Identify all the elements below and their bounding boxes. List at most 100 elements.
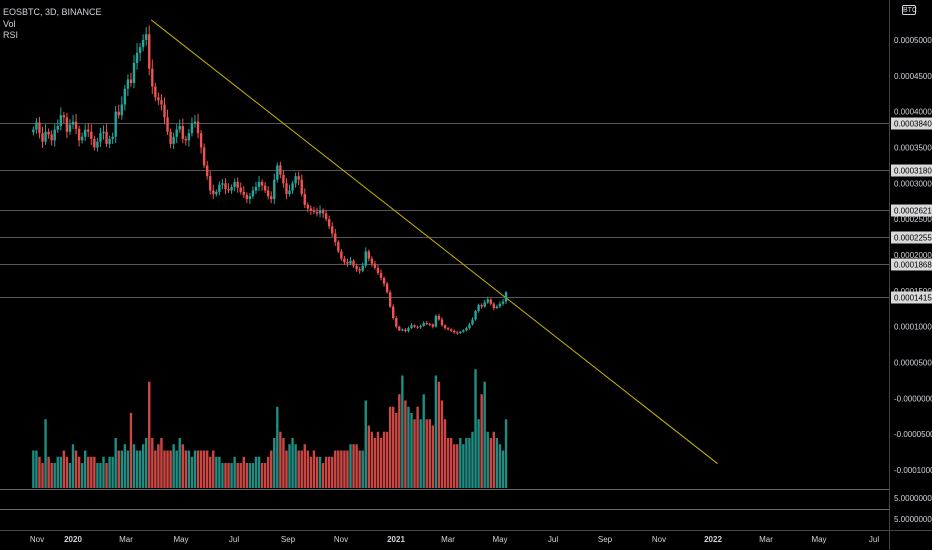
volume-bar bbox=[282, 438, 285, 488]
candle-body bbox=[236, 181, 239, 188]
price-level-tag bbox=[891, 117, 932, 130]
volume-bar bbox=[434, 375, 438, 488]
candle-body bbox=[248, 196, 252, 200]
time-tick-label: Nov bbox=[30, 535, 44, 544]
volume-bar bbox=[449, 438, 453, 488]
volume-bar bbox=[242, 456, 245, 488]
candle-body bbox=[431, 324, 435, 327]
trendline-layer bbox=[150, 19, 718, 464]
candle-body bbox=[452, 330, 456, 333]
candle-body bbox=[416, 326, 419, 328]
candle-body bbox=[224, 183, 227, 190]
volume-bar bbox=[343, 450, 346, 488]
volume-bar bbox=[327, 456, 331, 488]
candle-body bbox=[135, 52, 139, 63]
volume-bar bbox=[102, 456, 105, 488]
time-tick-label: May bbox=[173, 535, 188, 544]
volume-bar bbox=[489, 438, 492, 488]
candle-body bbox=[53, 129, 56, 141]
volume-bar bbox=[349, 444, 352, 488]
volume-bar bbox=[132, 444, 136, 488]
candle-body bbox=[242, 191, 245, 195]
candles bbox=[32, 25, 508, 335]
symbol-title: EOSBTC, 3D, BINANCE bbox=[3, 7, 102, 17]
volume-bar bbox=[392, 406, 395, 488]
candle-body bbox=[102, 131, 105, 134]
volume-bar bbox=[215, 456, 218, 488]
time-tick-label: Nov bbox=[652, 535, 666, 544]
volume-bar bbox=[419, 419, 422, 488]
volume-bar bbox=[123, 444, 127, 488]
volume-bar bbox=[486, 431, 489, 488]
candle-body bbox=[422, 323, 425, 326]
candle-body bbox=[157, 97, 160, 101]
candle-body bbox=[35, 122, 38, 130]
volume-bar bbox=[404, 400, 407, 488]
volume-bar bbox=[65, 456, 69, 488]
candle-body bbox=[111, 136, 114, 139]
volume-bar bbox=[270, 450, 273, 488]
volume-bar bbox=[205, 450, 209, 488]
volume-bar bbox=[266, 456, 270, 488]
volume-bar bbox=[111, 456, 114, 488]
candle-body bbox=[370, 258, 374, 264]
candle-body bbox=[160, 100, 163, 105]
candle-body bbox=[181, 126, 184, 139]
candle-body bbox=[187, 133, 191, 141]
volume-bar bbox=[297, 450, 300, 488]
volume-bar bbox=[114, 438, 117, 488]
volume-bar bbox=[160, 438, 163, 488]
candle-body bbox=[199, 133, 203, 148]
volume-bar bbox=[300, 450, 303, 488]
volume-bar bbox=[38, 456, 41, 488]
currency-badge[interactable]: BTC bbox=[902, 5, 917, 15]
volume-bar bbox=[172, 444, 175, 488]
candle-body bbox=[443, 325, 447, 329]
candle-body bbox=[215, 191, 218, 195]
candle-body bbox=[50, 134, 53, 141]
candle-body bbox=[440, 319, 444, 326]
candle-body bbox=[474, 310, 477, 320]
volume-bar bbox=[483, 381, 486, 488]
candle-body bbox=[245, 194, 249, 200]
time-axis[interactable]: Nov 2020 Mar May Jul Sep Nov 2021 Mar May Jul Sep No… bbox=[30, 535, 879, 544]
time-tick-label: Mar bbox=[441, 535, 455, 544]
candle-body bbox=[59, 115, 63, 126]
volume-bar bbox=[443, 419, 447, 488]
volume-bar bbox=[47, 456, 50, 488]
candle-body bbox=[373, 263, 377, 268]
volume-bar bbox=[175, 450, 178, 488]
candle-body bbox=[90, 131, 93, 139]
volume-bar bbox=[452, 444, 456, 488]
volume-bar bbox=[437, 381, 441, 488]
volume-bar bbox=[379, 438, 383, 488]
volume-bar bbox=[340, 450, 343, 488]
volume-bar bbox=[331, 456, 334, 488]
price-level-tag bbox=[891, 231, 932, 244]
candle-body bbox=[221, 183, 224, 185]
candle-body bbox=[209, 176, 212, 191]
volume-bar bbox=[395, 413, 398, 488]
volume-bar bbox=[218, 456, 221, 488]
volume-bar bbox=[309, 456, 313, 488]
volume-legend: Vol bbox=[3, 19, 16, 29]
candle-body bbox=[337, 242, 340, 252]
volume-bar bbox=[279, 431, 282, 488]
candle-body bbox=[419, 325, 422, 328]
volume-bar bbox=[382, 431, 386, 488]
candle-body bbox=[483, 302, 486, 307]
volume-bar bbox=[263, 463, 267, 488]
volume-bar bbox=[77, 456, 81, 488]
volume-bar bbox=[138, 450, 142, 488]
volume-bar bbox=[178, 438, 181, 488]
candle-body bbox=[151, 68, 154, 87]
candle-body bbox=[352, 260, 355, 266]
volume-bar bbox=[53, 463, 56, 488]
